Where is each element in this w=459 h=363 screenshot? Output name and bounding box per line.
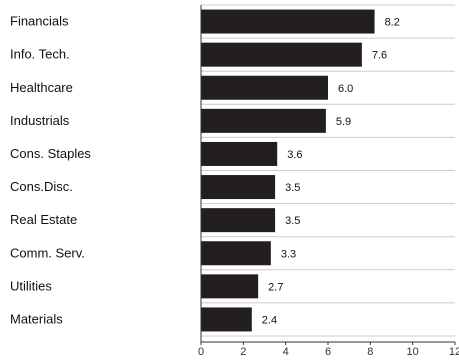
category-label: Financials xyxy=(10,14,69,29)
value-label: 8.2 xyxy=(385,17,400,29)
x-tick-label: 4 xyxy=(283,346,289,358)
value-label: 6.0 xyxy=(338,83,353,95)
axis-layer: 0 2 4 6 8 10 12 xyxy=(198,5,459,358)
grid-layer xyxy=(201,4,455,337)
value-label: 2.4 xyxy=(262,314,277,326)
x-tick-label: 10 xyxy=(407,346,419,358)
value-label: 3.3 xyxy=(281,248,296,260)
value-label: 7.6 xyxy=(372,50,387,62)
category-label: Real Estate xyxy=(10,212,77,227)
category-label: Info. Tech. xyxy=(10,47,70,62)
category-label: Comm. Serv. xyxy=(10,245,85,260)
bar xyxy=(201,108,326,133)
bar xyxy=(201,175,276,200)
value-label: 3.5 xyxy=(285,215,300,227)
category-label: Utilities xyxy=(10,278,52,293)
x-tick-label: 8 xyxy=(367,346,373,358)
bar xyxy=(201,9,375,34)
category-label: Industrials xyxy=(10,113,70,128)
value-label: 2.7 xyxy=(268,281,283,293)
value-label: 3.6 xyxy=(287,149,302,161)
value-label: 3.5 xyxy=(285,182,300,194)
bar xyxy=(201,307,252,332)
x-tick-label: 12 xyxy=(449,346,459,358)
category-label: Cons. Staples xyxy=(10,146,91,161)
category-label: Healthcare xyxy=(10,80,73,95)
bar xyxy=(201,241,271,266)
x-tick-label: 2 xyxy=(240,346,246,358)
bar xyxy=(201,208,276,233)
x-tick-label: 6 xyxy=(325,346,331,358)
bar xyxy=(201,42,362,67)
labels-layer: 8.2 Financials 7.6 Info. Tech. 6.0 Healthcare… xyxy=(10,14,400,327)
bar xyxy=(201,274,259,299)
value-label: 5.9 xyxy=(336,116,351,128)
category-label: Cons.Disc. xyxy=(10,179,73,194)
x-tick-label: 0 xyxy=(198,346,204,358)
bar xyxy=(201,75,328,100)
bar xyxy=(201,141,278,166)
bars-layer xyxy=(201,9,375,332)
category-label: Materials xyxy=(10,311,63,326)
